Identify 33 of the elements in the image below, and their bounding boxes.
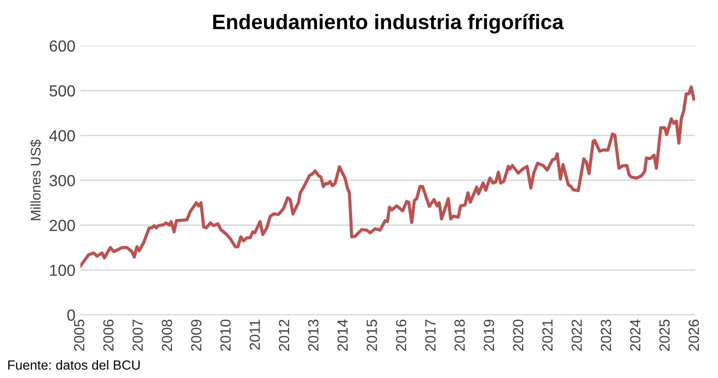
y-tick-label: 600 [50, 40, 75, 52]
x-tick-label: 2022 [572, 320, 582, 351]
y-axis-title: Millones US$ [30, 140, 42, 220]
x-tick-label: 2025 [659, 320, 670, 351]
line-series [80, 85, 696, 268]
y-tick-label: 100 [50, 264, 75, 276]
y-tick-label: 200 [50, 220, 75, 232]
source-note: Fuente: datos del BCU [8, 360, 140, 370]
x-tick-label: 2018 [454, 320, 465, 351]
x-tick-label: 2026 [688, 320, 699, 351]
chart-title: Endeudamiento industria frigorífica [213, 14, 564, 34]
x-tick-label: 2008 [162, 320, 172, 351]
x-tick-label: 2024 [630, 319, 640, 351]
x-tick-label: 2005 [74, 320, 84, 351]
x-tick-label: 2020 [513, 320, 524, 351]
x-tick-label: 2021 [542, 320, 553, 351]
x-tick-label: 2017 [425, 320, 436, 351]
y-tick-label: 500 [50, 85, 75, 97]
y-tick-label: 400 [49, 130, 75, 142]
x-tick-label: 2007 [132, 320, 143, 351]
x-tick-label: 2010 [220, 320, 231, 351]
x-tick-label: 2014 [337, 319, 348, 351]
x-tick-label: 2006 [103, 320, 114, 351]
x-tick-label: 2016 [396, 320, 406, 351]
x-tick-label: 2013 [308, 320, 318, 351]
x-tick-label: 2009 [191, 320, 202, 351]
x-tick-label: 2019 [484, 320, 494, 351]
x-tick-label: 2023 [600, 320, 612, 351]
x-tick-label: 2012 [278, 320, 290, 351]
y-tick-label: 0 [67, 310, 75, 321]
x-tick-label: 2015 [366, 320, 377, 351]
y-tick-label: 300 [50, 174, 75, 186]
x-tick-label: 2011 [250, 320, 260, 350]
